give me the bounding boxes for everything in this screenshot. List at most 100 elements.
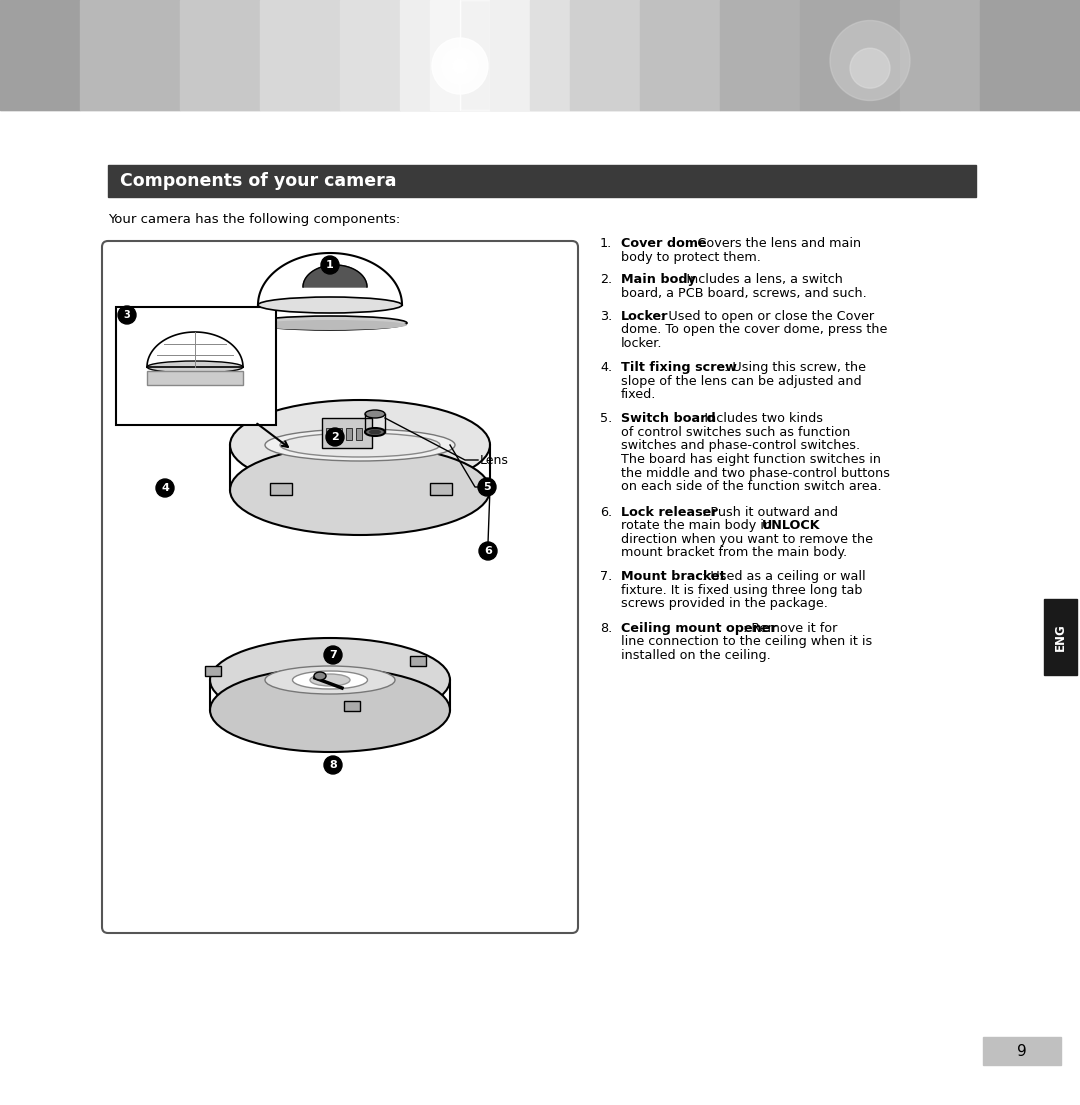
Circle shape (432, 38, 488, 94)
Ellipse shape (293, 671, 367, 690)
Text: Your camera has the following components:: Your camera has the following components… (108, 213, 401, 227)
Text: Mount bracket: Mount bracket (621, 570, 726, 583)
Bar (720, 0, 800, 110)
Text: on each side of the function switch area.: on each side of the function switch area… (621, 480, 881, 493)
Text: screws provided in the package.: screws provided in the package. (621, 598, 828, 610)
Text: 4: 4 (161, 483, 168, 493)
Text: 7.: 7. (600, 570, 612, 583)
Text: 7: 7 (329, 650, 337, 660)
Ellipse shape (210, 669, 450, 753)
Bar (430, 483, 453, 495)
Ellipse shape (210, 638, 450, 722)
Ellipse shape (280, 433, 440, 457)
Bar (356, 428, 362, 440)
Ellipse shape (369, 430, 381, 434)
Bar (980, 0, 1080, 110)
Text: 8: 8 (329, 760, 337, 770)
Bar (322, 418, 372, 448)
Circle shape (118, 306, 136, 324)
Circle shape (321, 256, 339, 274)
Text: ENG: ENG (1054, 623, 1067, 651)
Text: direction when you want to remove the: direction when you want to remove the (621, 533, 873, 546)
Circle shape (324, 646, 342, 664)
Bar (983, 1036, 1061, 1065)
Text: The board has eight function switches in: The board has eight function switches in (621, 453, 881, 466)
Ellipse shape (253, 316, 407, 330)
Ellipse shape (314, 672, 326, 680)
Text: Main body: Main body (621, 273, 696, 286)
Bar (326, 428, 332, 440)
Bar (460, 0, 490, 110)
Text: Switch board: Switch board (621, 412, 716, 425)
Text: slope of the lens can be adjusted and: slope of the lens can be adjusted and (621, 375, 862, 388)
Text: 1: 1 (326, 260, 334, 270)
Text: Ceiling mount opener: Ceiling mount opener (621, 622, 777, 634)
Bar (1044, 599, 1077, 675)
Text: 8.: 8. (600, 622, 612, 634)
Text: 6: 6 (484, 546, 491, 556)
Bar (410, 656, 427, 666)
Text: rotate the main body in: rotate the main body in (621, 519, 777, 533)
Text: dome. To open the cover dome, press the: dome. To open the cover dome, press the (621, 324, 888, 336)
Text: mount bracket from the main body.: mount bracket from the main body. (621, 546, 847, 559)
Text: fixture. It is fixed using three long tab: fixture. It is fixed using three long ta… (621, 583, 863, 597)
Circle shape (480, 541, 497, 560)
Text: fixed.: fixed. (621, 388, 657, 401)
Ellipse shape (230, 400, 490, 490)
Text: locker.: locker. (621, 337, 662, 350)
Polygon shape (258, 253, 402, 305)
Bar (900, 0, 980, 110)
Text: line connection to the ceiling when it is: line connection to the ceiling when it i… (621, 635, 873, 649)
Text: installed on the ceiling.: installed on the ceiling. (621, 649, 771, 662)
Ellipse shape (258, 297, 402, 313)
FancyBboxPatch shape (102, 241, 578, 933)
Bar (204, 666, 220, 676)
Ellipse shape (310, 674, 350, 686)
Bar (0, 0, 80, 110)
Bar (800, 0, 900, 110)
Ellipse shape (230, 445, 490, 535)
Circle shape (324, 756, 342, 774)
Text: : Used to open or close the Cover: : Used to open or close the Cover (660, 309, 874, 323)
Circle shape (442, 48, 478, 84)
Bar (336, 428, 342, 440)
Circle shape (156, 478, 174, 497)
Polygon shape (147, 332, 243, 367)
Bar (147, 371, 243, 385)
Text: Lens: Lens (480, 453, 509, 466)
Text: Components of your camera: Components of your camera (120, 172, 396, 190)
Polygon shape (303, 265, 367, 287)
Text: : Includes a lens, a switch: : Includes a lens, a switch (678, 273, 842, 286)
Text: 3.: 3. (600, 309, 612, 323)
Text: switches and phase-control switches.: switches and phase-control switches. (621, 440, 860, 453)
Bar (180, 0, 260, 110)
Bar (260, 0, 340, 110)
Text: Cover dome: Cover dome (621, 236, 706, 250)
Bar (343, 701, 360, 711)
Text: 1.: 1. (600, 236, 612, 250)
Bar (108, 165, 976, 197)
Bar (640, 0, 720, 110)
Ellipse shape (365, 428, 384, 436)
Bar (430, 0, 460, 110)
Ellipse shape (147, 361, 243, 373)
Text: Lock releaser: Lock releaser (621, 506, 717, 518)
Text: : Includes two kinds: : Includes two kinds (696, 412, 823, 425)
Text: 4.: 4. (600, 361, 612, 375)
Text: of control switches such as function: of control switches such as function (621, 427, 850, 439)
Bar (116, 307, 276, 425)
Circle shape (453, 57, 468, 74)
Bar (490, 0, 530, 110)
Circle shape (831, 21, 910, 101)
Text: the middle and two phase-control buttons: the middle and two phase-control buttons (621, 466, 890, 480)
Text: board, a PCB board, screws, and such.: board, a PCB board, screws, and such. (621, 287, 867, 299)
Bar (530, 0, 570, 110)
Text: body to protect them.: body to protect them. (621, 251, 761, 263)
Text: Locker: Locker (621, 309, 669, 323)
Bar (346, 428, 352, 440)
Text: : Used as a ceiling or wall: : Used as a ceiling or wall (702, 570, 866, 583)
Ellipse shape (365, 410, 384, 418)
Circle shape (850, 49, 890, 88)
Ellipse shape (265, 666, 395, 694)
Bar (340, 0, 400, 110)
